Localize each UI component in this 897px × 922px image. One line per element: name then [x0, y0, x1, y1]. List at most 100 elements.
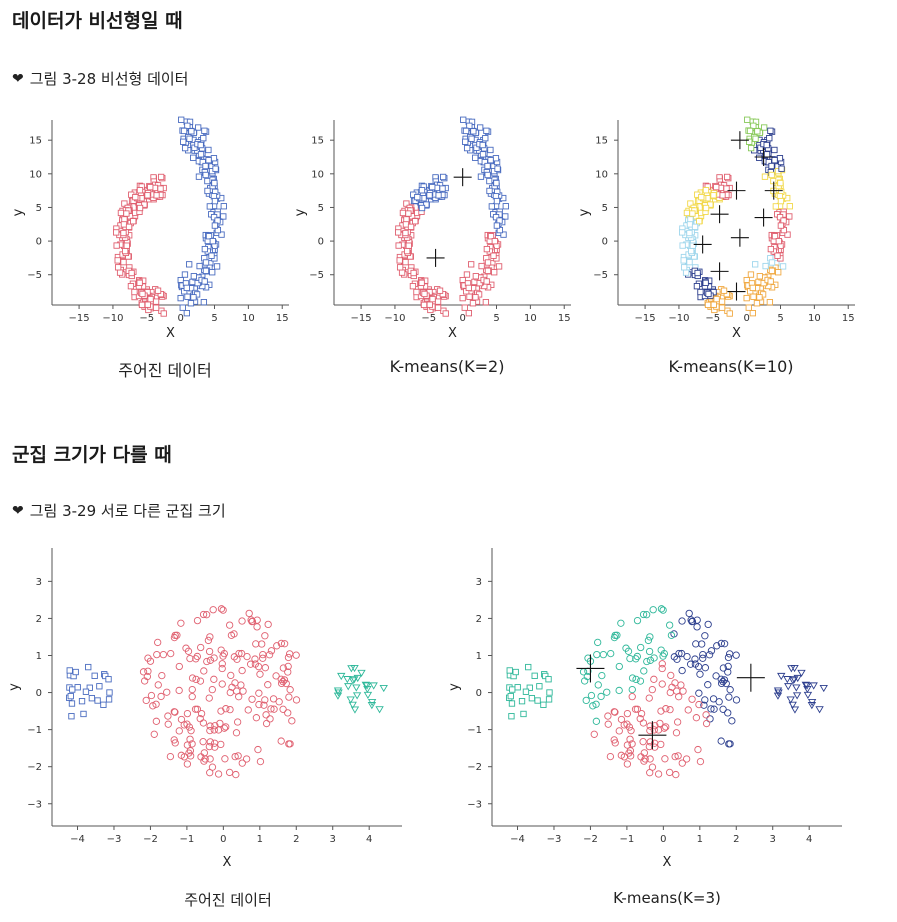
data-point: [205, 146, 212, 154]
data-point: [232, 770, 240, 779]
data-point: [542, 672, 549, 680]
data-point: [67, 692, 74, 700]
data-point: [195, 173, 203, 180]
data-point: [163, 688, 171, 696]
panel-label-kmeans-3: K-means(K=3): [613, 889, 721, 907]
data-point: [776, 214, 784, 221]
data-point: [587, 691, 596, 700]
data-point: [756, 154, 763, 161]
data-point: [639, 738, 647, 746]
data-point: [484, 259, 492, 266]
data-point: [632, 655, 640, 663]
data-point: [206, 726, 214, 735]
data-point: [159, 650, 168, 659]
data-point: [375, 706, 384, 714]
data-point: [179, 304, 186, 311]
data-point: [121, 247, 129, 255]
data-point: [362, 682, 372, 690]
data-point: [761, 173, 769, 180]
data-point: [717, 737, 725, 745]
axes-4: −4 −3 −2 −1 0 1 2 3 4 −3 −2 −1 0 1 2 3 Xy: [447, 548, 842, 870]
data-point: [282, 679, 290, 688]
data-point: [628, 693, 636, 701]
data-point: [208, 685, 216, 694]
data-point: [184, 293, 191, 300]
data-point: [654, 770, 663, 778]
data-point: [195, 124, 202, 131]
data-point: [633, 616, 642, 625]
data-point: [469, 300, 477, 307]
data-point: [186, 735, 194, 743]
data-point: [713, 183, 720, 191]
data-point: [434, 298, 442, 305]
data-point: [752, 135, 759, 142]
data-point: [685, 609, 693, 618]
y-tick-label: 15: [595, 136, 608, 147]
data-point: [709, 695, 718, 703]
data-point: [494, 165, 501, 172]
data-point: [106, 689, 113, 696]
data-point: [626, 735, 634, 743]
y-tick-label: 0: [476, 688, 482, 699]
data-point: [180, 721, 188, 729]
data-point: [689, 210, 696, 217]
data-point: [743, 294, 750, 302]
data-point: [353, 674, 362, 683]
data-point: [665, 768, 674, 777]
data-point: [201, 278, 208, 285]
data-point: [584, 654, 592, 662]
data-point: [82, 688, 90, 695]
data-point: [183, 310, 190, 317]
data-point: [123, 242, 130, 249]
data-point: [611, 739, 619, 747]
axes-2: −15 −10 −5 0 5 10 15 −5 0 5 10 15 Xy: [577, 120, 855, 341]
data-point: [636, 677, 645, 685]
data-point: [247, 660, 255, 668]
data-point: [722, 679, 730, 688]
data-point: [484, 267, 492, 274]
x-tick-label: −3: [107, 834, 122, 845]
data-point: [200, 667, 208, 675]
data-point: [361, 681, 371, 689]
x-tick-label: 15: [276, 313, 289, 324]
data-point: [102, 672, 109, 680]
data-point: [646, 656, 655, 664]
data-point: [762, 262, 769, 270]
data-point: [648, 685, 656, 694]
data-point: [506, 667, 513, 674]
data-point: [679, 229, 686, 236]
data-point: [279, 705, 287, 713]
data-point: [763, 141, 770, 149]
y-axis-label: y: [577, 208, 592, 216]
data-point: [418, 204, 426, 212]
data-point: [643, 611, 651, 619]
data-point: [639, 719, 648, 727]
y-tick-label: 1: [36, 651, 42, 662]
data-point: [704, 681, 712, 689]
data-point: [426, 301, 433, 308]
x-tick-label: 15: [558, 313, 571, 324]
data-point: [200, 135, 207, 142]
centroids-1: [426, 168, 472, 267]
data-point: [141, 201, 148, 208]
x-tick-label: −1: [620, 834, 635, 845]
data-point: [701, 632, 709, 640]
data-point: [461, 304, 468, 311]
data-point: [617, 619, 625, 627]
data-point: [286, 650, 294, 658]
data-point: [773, 692, 783, 700]
centroids-4: [576, 654, 765, 750]
data-point: [783, 676, 792, 684]
data-point: [643, 657, 651, 666]
data-point: [526, 684, 533, 691]
data-point: [113, 229, 120, 236]
data-point: [279, 664, 288, 672]
data-point: [659, 652, 667, 660]
data-point: [206, 769, 214, 777]
data-point: [518, 698, 526, 705]
data-point: [284, 668, 292, 676]
data-point: [702, 204, 710, 212]
data-point: [238, 759, 246, 767]
data-point: [698, 640, 706, 648]
data-point: [284, 709, 292, 717]
